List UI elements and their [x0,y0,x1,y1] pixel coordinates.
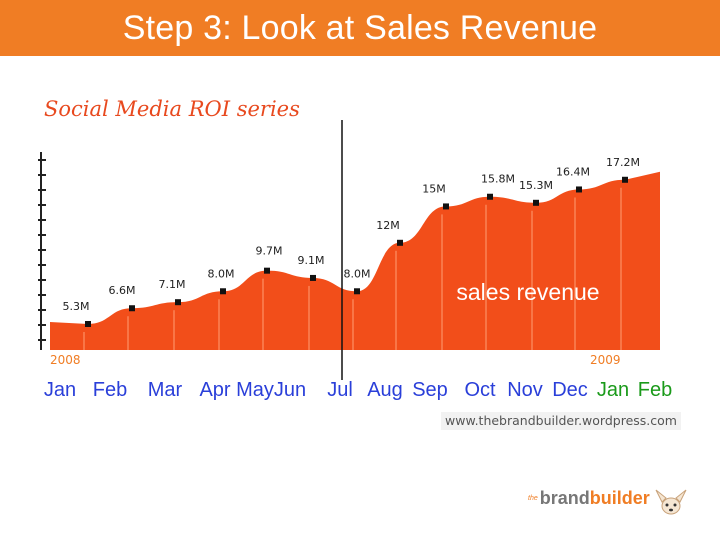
data-point-label: 12M [376,219,400,232]
sales-area [50,171,660,350]
data-point-marker [129,305,135,312]
data-point-marker [220,288,226,295]
data-point-marker [354,288,360,295]
logo-prefix: the [528,495,538,502]
month-tick-label: Nov [507,379,543,401]
month-tick-label: Feb [638,379,672,401]
slide-title: Step 3: Look at Sales Revenue [122,8,598,47]
data-point-label: 17.2M [606,156,640,169]
data-point-marker [310,274,316,281]
brandbuilder-logo: the brand builder [528,488,650,509]
data-point-marker [175,299,181,306]
data-point-marker [264,267,270,274]
logo-brand: brand [539,488,590,508]
data-point-label: 8.0M [208,267,235,280]
month-tick-label: Feb [93,379,127,401]
month-tick-label: Oct [464,379,496,401]
month-tick-label: Jan [597,379,629,401]
data-point-label: 5.3M [63,300,90,313]
data-point-label: 15M [422,182,446,195]
dog-logo-icon [655,489,687,515]
data-point-marker [443,203,449,210]
month-tick-label: Jan [44,379,76,401]
data-point-label: 16.4M [556,165,590,178]
month-tick-label: Aug [367,379,403,401]
data-point-marker [622,176,628,183]
logo-builder: builder [589,488,650,508]
month-tick-label: May [236,379,274,401]
data-point-marker [576,186,582,193]
month-tick-label: Jun [274,379,306,401]
month-tick-label: Dec [552,379,588,401]
month-tick-label: Mar [148,379,183,401]
data-point-label: 9.7M [256,245,283,258]
series-name-label: sales revenue [456,279,599,305]
website-url[interactable]: www.thebrandbuilder.wordpress.com [441,412,681,430]
data-point-marker [397,239,403,246]
data-point-label: 9.1M [298,254,325,267]
year-label-2008: 2008 [50,353,81,367]
month-tick-label: Sep [412,379,448,401]
data-point-marker [533,199,539,206]
series-label: Social Media ROI series [44,97,300,121]
data-point-label: 8.0M [344,267,371,280]
month-tick-label: Jul [327,379,353,401]
title-bar: Step 3: Look at Sales Revenue [0,0,720,56]
data-point-label: 7.1M [159,278,186,291]
data-point-label: 6.6M [109,284,136,297]
data-point-label: 15.3M [519,179,553,192]
year-label-2009: 2009 [590,353,621,367]
data-point-marker [85,321,91,327]
data-point-label: 15.8M [481,173,515,186]
month-tick-label: Apr [199,379,230,401]
data-point-marker [487,193,493,200]
